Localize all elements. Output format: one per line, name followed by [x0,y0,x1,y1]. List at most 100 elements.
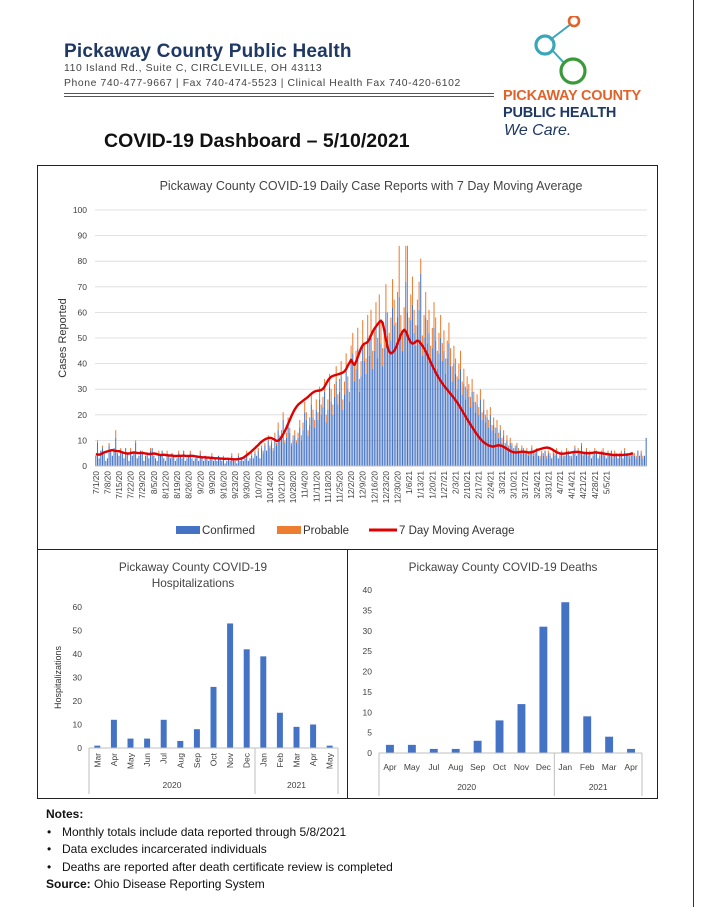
confirmed-bar [234,460,236,466]
note-item: Deaths are reported after death certific… [46,859,393,877]
confirmed-bar [506,440,508,466]
confirmed-bar [179,455,181,466]
probable-bar [481,412,483,420]
confirmed-bar [395,345,397,466]
probable-bar [362,320,364,344]
bar [495,720,504,753]
hospitalizations-panel: Pickaway County COVID-19 Hospitalizations… [37,549,348,799]
probable-bar [526,448,528,451]
probable-bar [317,412,319,420]
confirmed-bar [247,460,249,466]
x-tick-label: Oct [209,752,219,766]
confirmed-bar [632,453,634,466]
probable-bar [521,445,523,449]
confirmed-bar [305,419,307,466]
confirmed-bar [274,437,276,466]
confirmed-bar [330,402,332,466]
confirmed-bar [436,368,438,466]
probable-bar [428,309,430,333]
bar [260,656,267,748]
confirmed-bar [352,353,354,466]
probable-bar [385,284,387,313]
probable-bar [360,361,362,377]
probable-bar [476,394,478,405]
confirmed-bar [619,455,621,466]
confirmed-bar [261,448,263,466]
confirmed-bar [572,453,574,466]
probable-bar [395,322,397,346]
probable-bar [325,414,327,423]
source-value: Ohio Disease Reporting System [94,877,265,891]
confirmed-bar [567,453,569,466]
probable-bar [498,432,500,438]
probable-bar [342,399,344,410]
probable-bar [275,442,278,446]
probable-bar [483,399,485,410]
chart-title: Hospitalizations [152,576,235,590]
y-tick-label: 20 [363,667,373,677]
probable-bar [503,430,505,436]
confirmed-bar [513,450,515,466]
confirmed-bar [118,455,120,466]
confirmed-bar [335,381,337,466]
confirmed-bar [294,435,296,466]
probable-bar [547,450,549,454]
x-tick-label: 2/24/21 [485,471,495,499]
legend-swatch [176,526,200,534]
confirmed-bar [256,455,258,466]
probable-bar [634,453,636,456]
probable-bar [357,327,359,349]
confirmed-bar [209,458,211,466]
confirmed-bar [392,307,394,466]
x-tick-label: 4/28/21 [590,471,600,499]
confirmed-bar [101,448,103,466]
confirmed-bar [148,458,150,466]
probable-bar [423,314,425,338]
confirmed-bar [100,450,102,466]
confirmed-bar [456,389,458,466]
x-tick-label: 2/3/21 [451,471,461,494]
probable-bar [461,381,463,395]
confirmed-bar [232,458,234,466]
confirmed-bar [365,373,367,466]
confirmed-bar [504,445,506,466]
confirmed-bar [643,455,646,466]
confirmed-bar [168,455,170,466]
probable-bar [368,335,370,356]
confirmed-bar [136,458,138,466]
bar [160,719,167,748]
confirmed-bar [312,417,314,466]
probable-bar [269,445,271,449]
probable-bar [415,325,417,346]
probable-bar [387,312,389,336]
confirmed-bar [267,440,269,466]
x-tick-label: Apr [109,753,119,766]
year-label: 2020 [457,782,476,792]
probable-bar [459,350,462,369]
probable-bar [257,448,259,451]
confirmed-bar [98,458,100,466]
confirmed-bar [216,460,218,466]
confirmed-bar [327,409,329,466]
confirmed-bar [310,404,312,466]
probable-bar [231,453,233,456]
note-item: Monthly totals include data reported thr… [46,824,393,842]
confirmed-bar [317,419,319,466]
probable-bar [320,404,322,415]
x-tick-label: 10/7/20 [253,471,263,499]
confirmed-bar [295,442,297,466]
x-tick-label: 10/14/20 [265,471,275,504]
probable-bar [166,450,168,454]
probable-bar [531,445,533,449]
legend-label: Confirmed [202,525,255,537]
confirmed-bar [590,458,592,466]
probable-bar [290,442,292,446]
confirmed-bar [340,376,342,466]
confirmed-bar [474,412,476,466]
probable-bar [592,453,594,456]
confirmed-bar [503,435,505,466]
probable-bar [491,425,493,431]
x-tick-label: 11/18/20 [323,471,333,503]
probable-bar [305,412,307,420]
probable-bar [365,358,367,374]
